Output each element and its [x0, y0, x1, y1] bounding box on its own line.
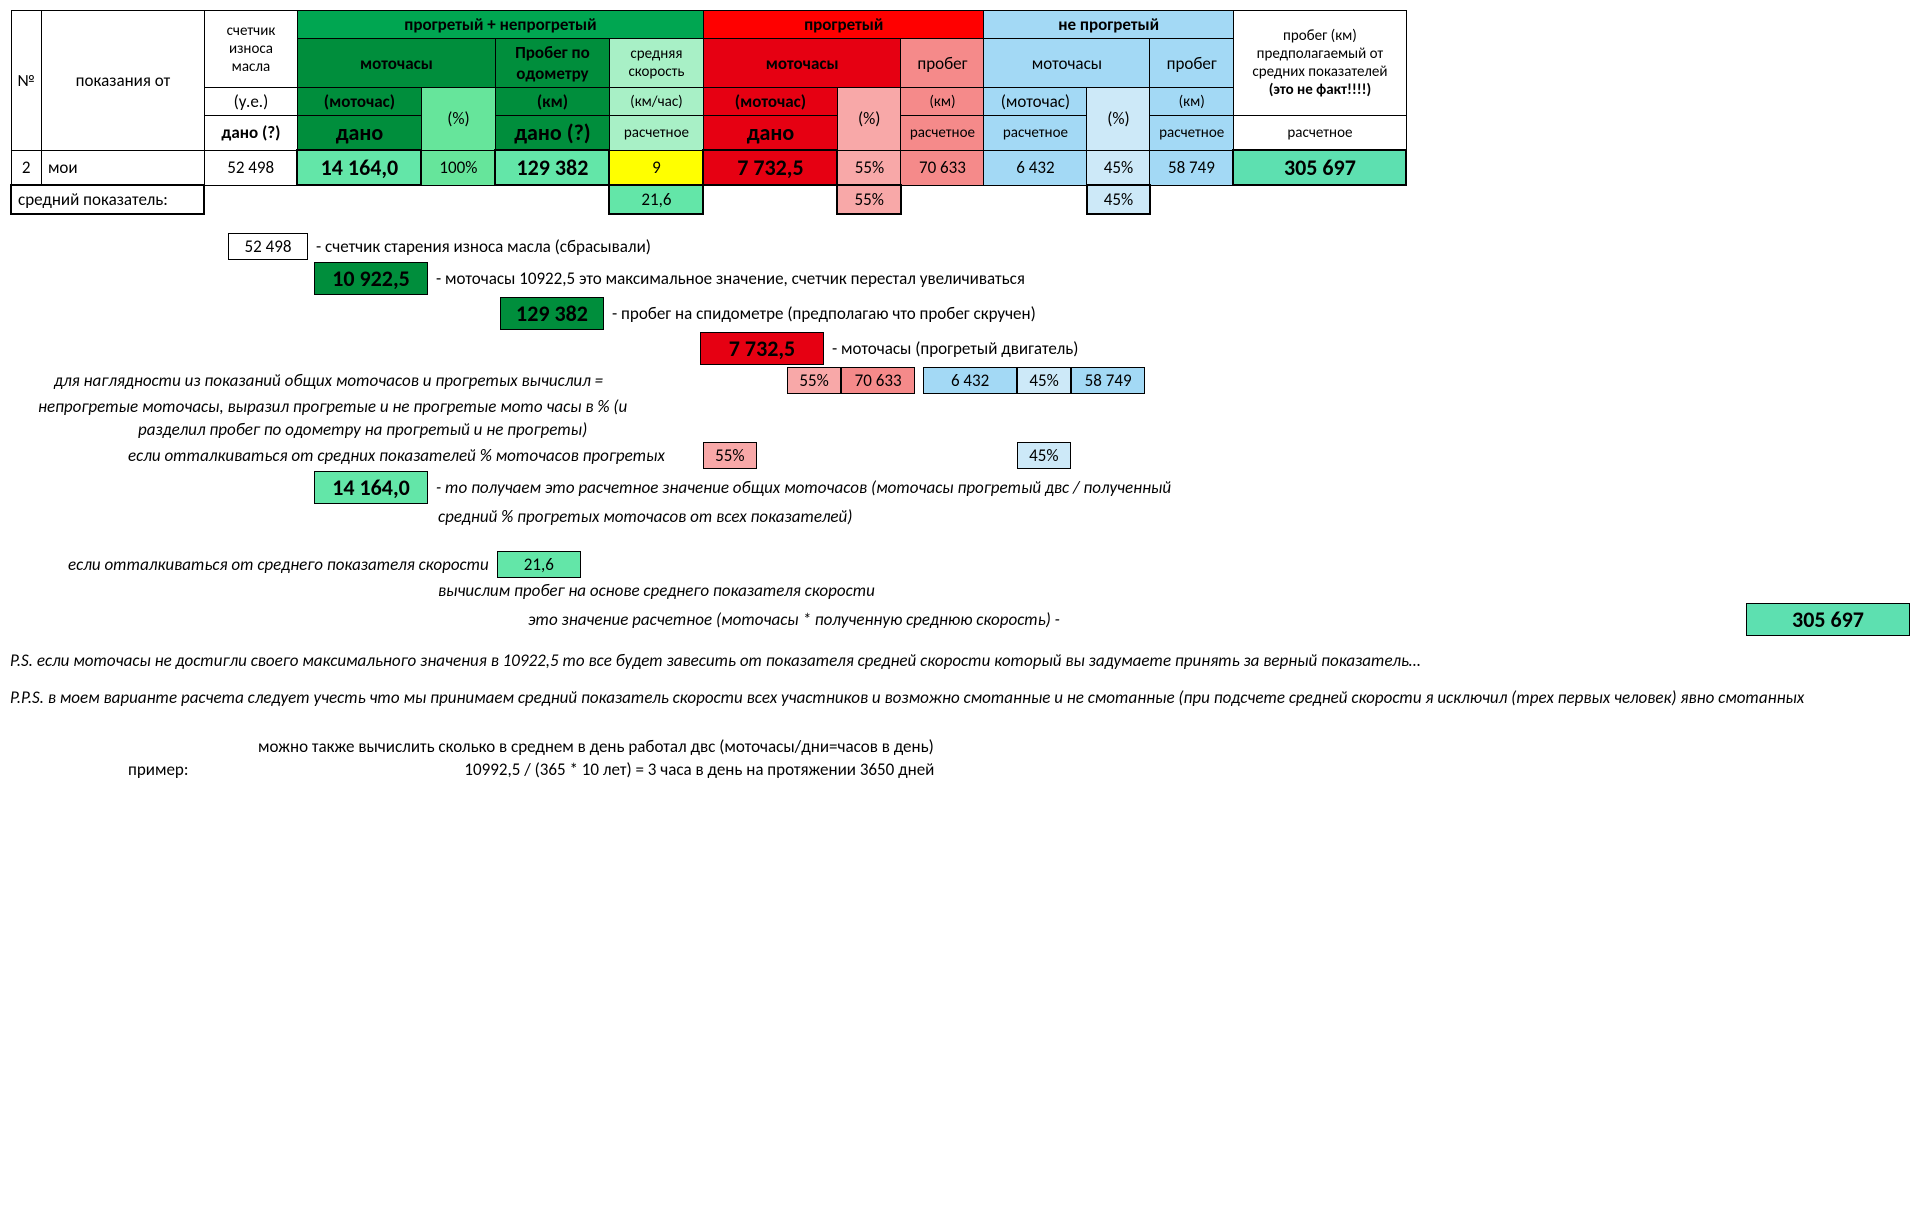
n2-val: 10 922,5: [314, 262, 428, 295]
n8-b: 45%: [1017, 442, 1071, 469]
hdr-km1: (км): [495, 88, 609, 116]
col-num: №: [11, 11, 41, 151]
hdr-calc4: расчетное: [1150, 116, 1234, 151]
d-moto-warm: 7 732,5: [703, 150, 837, 185]
bottom1: можно также вычислить сколько в среднем …: [258, 736, 934, 757]
d-moto-total: 14 164,0: [297, 150, 421, 185]
d-predicted: 305 697: [1233, 150, 1406, 185]
n3-txt: - пробег на спидометре (предполагаю что …: [612, 303, 1036, 324]
hdr-kmph: (км/час): [609, 88, 703, 116]
hdr-motochas1: (моточас): [297, 88, 421, 116]
n5-before: для наглядности из показаний общих моточ…: [54, 370, 603, 391]
hdr-calc5: расчетное: [1233, 116, 1406, 151]
d-whose: мои: [41, 150, 204, 185]
hdr-pct2: (%): [837, 88, 901, 151]
hdr-km2: (км): [901, 88, 984, 116]
n5-b: 70 633: [841, 367, 915, 394]
avg-pct-cold: 45%: [1087, 185, 1150, 214]
d-oil: 52 498: [204, 150, 297, 185]
n5-a: 55%: [787, 367, 841, 394]
hdr-calc2: расчетное: [901, 116, 984, 151]
hdr-avgspeed: средняя скорость: [609, 39, 703, 88]
hdr-probeg-cold: пробег: [1150, 39, 1234, 88]
hdr-probeg-warm: пробег: [901, 39, 984, 88]
n1-txt: - счетчик старения износа масла (сбрасыв…: [316, 236, 651, 257]
n10-val: 21,6: [497, 551, 581, 578]
hdr-calc1: расчетное: [609, 116, 703, 151]
hdr-predicted: пробег (км) предполагаемый от средних по…: [1233, 11, 1406, 116]
d-odo: 129 382: [495, 150, 609, 185]
col-readings: показания от: [41, 11, 204, 151]
n3-val: 129 382: [500, 297, 604, 330]
n9-txt2: средний % прогретых моточасов от всех по…: [438, 506, 852, 527]
data-row: 2 мои 52 498 14 164,0 100% 129 382 9 7 7…: [11, 150, 1406, 185]
avg-pct-warm: 55%: [837, 185, 901, 214]
hdr-calc3: расчетное: [984, 116, 1087, 151]
hdr-odo: Пробег по одометру: [495, 39, 609, 88]
avg-speed: 21,6: [609, 185, 703, 214]
hdr-warm-cold: прогретый + непрогретый: [297, 11, 703, 39]
n4-txt: - моточасы (прогретый двигатель): [832, 338, 1078, 359]
n12-before: это значение расчетное (моточасы * получ…: [528, 609, 1060, 630]
hdr-dano2: дано (?): [495, 116, 609, 151]
n11: вычислим пробег на основе среднего показ…: [438, 580, 875, 601]
avg-row: средний показатель: 21,6 55% 45%: [11, 185, 1406, 214]
main-table: № показания от счетчик износа масла прог…: [10, 10, 1407, 215]
hdr-motochas3: (моточас): [984, 88, 1087, 116]
hdr-km3: (км): [1150, 88, 1234, 116]
d-moto-cold: 6 432: [984, 150, 1087, 185]
avg-label: средний показатель:: [11, 185, 204, 214]
n10-before: если отталкиваться от среднего показател…: [68, 554, 489, 575]
hdr-moto-cold: моточасы: [984, 39, 1150, 88]
n4-val: 7 732,5: [700, 332, 824, 365]
n9-txt1: - то получаем это расчетное значение общ…: [436, 477, 1171, 498]
n12-val: 305 697: [1746, 603, 1910, 636]
n5-d: 45%: [1017, 367, 1071, 394]
explain-block: 52 498 - счетчик старения износа масла (…: [10, 233, 1910, 780]
d-pct-cold: 45%: [1087, 150, 1150, 185]
ps: P.S. если моточасы не достигли своего ма…: [10, 650, 1910, 673]
d-pct-warm: 55%: [837, 150, 901, 185]
hdr-dano1: дано: [297, 116, 421, 151]
n6: непрогретые моточасы, выразил прогретые …: [38, 396, 627, 417]
bottom2: 10992,5 / (365 * 10 лет) = 3 часа в день…: [464, 759, 934, 780]
hdr-pct1: (%): [421, 88, 495, 151]
hdr-cold: не прогретый: [984, 11, 1234, 39]
n1-val: 52 498: [228, 233, 308, 260]
d-probeg-warm: 70 633: [901, 150, 984, 185]
d-speed: 9: [609, 150, 703, 185]
hdr-pct3: (%): [1087, 88, 1150, 151]
d-probeg-cold: 58 749: [1150, 150, 1234, 185]
n7: разделил пробег по одометру на прогретый…: [138, 419, 587, 440]
hdr-dano-q: дано (?): [204, 116, 297, 151]
hdr-motochas2: (моточас): [703, 88, 837, 116]
hdr-moto-warm: моточасы: [703, 39, 901, 88]
n5-c: 6 432: [923, 367, 1017, 394]
n8-a: 55%: [703, 442, 757, 469]
hdr-warm: прогретый: [703, 11, 984, 39]
n5-e: 58 749: [1071, 367, 1145, 394]
hdr-ue: (у.е.): [204, 88, 297, 116]
n9-val: 14 164,0: [314, 471, 428, 504]
d-n: 2: [11, 150, 41, 185]
n2-txt: - моточасы 10922,5 это максимальное знач…: [436, 268, 1025, 289]
hdr-moto-total: моточасы: [297, 39, 495, 88]
bottom2-label: пример:: [128, 759, 188, 780]
hdr-dano3: дано: [703, 116, 837, 151]
d-pct-total: 100%: [421, 150, 495, 185]
n8-before: если отталкиваться от средних показателе…: [128, 445, 665, 466]
pps: P.P.S. в моем варианте расчета следует у…: [10, 687, 1910, 710]
col-oil-wear: счетчик износа масла: [204, 11, 297, 88]
